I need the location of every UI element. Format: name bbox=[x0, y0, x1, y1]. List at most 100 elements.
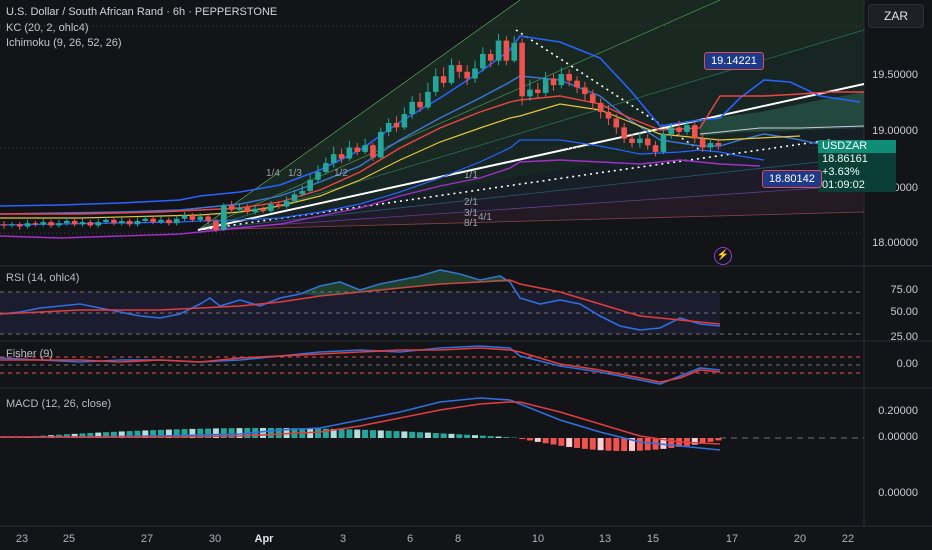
rsi-label[interactable]: RSI (14, ohlc4) bbox=[6, 272, 80, 284]
candle-body[interactable] bbox=[589, 94, 596, 103]
candle-body[interactable] bbox=[103, 219, 109, 223]
fisher-pane[interactable] bbox=[0, 345, 864, 385]
candle-body[interactable] bbox=[205, 216, 211, 221]
candle-body[interactable] bbox=[354, 147, 361, 152]
candle-body[interactable] bbox=[362, 145, 368, 152]
candle-body[interactable] bbox=[118, 220, 125, 224]
candle-body[interactable] bbox=[197, 216, 204, 220]
candle-body[interactable] bbox=[417, 101, 423, 108]
candle-body[interactable] bbox=[527, 89, 533, 97]
candle-body[interactable] bbox=[221, 205, 227, 230]
candle-body[interactable] bbox=[236, 207, 243, 210]
candle-body[interactable] bbox=[385, 122, 392, 132]
candle-body[interactable] bbox=[613, 118, 620, 128]
candle-body[interactable] bbox=[71, 220, 78, 225]
callout-upper[interactable]: 19.14221 bbox=[704, 52, 764, 70]
currency-button[interactable]: ZAR bbox=[868, 4, 924, 28]
candle-body[interactable] bbox=[472, 68, 478, 79]
candle-body[interactable] bbox=[150, 218, 156, 223]
candle-body[interactable] bbox=[684, 125, 690, 132]
candle-body[interactable] bbox=[440, 76, 447, 83]
trend-line-dotted-down[interactable] bbox=[515, 29, 701, 151]
candle-body[interactable] bbox=[24, 223, 31, 227]
candle-body[interactable] bbox=[228, 205, 235, 210]
candle-body[interactable] bbox=[409, 101, 415, 115]
candle-body[interactable] bbox=[621, 127, 627, 139]
candle-body[interactable] bbox=[283, 200, 290, 207]
candle-body[interactable] bbox=[566, 74, 572, 81]
candle-body[interactable] bbox=[574, 80, 580, 88]
gann-fan[interactable] bbox=[197, 0, 865, 231]
indicator-ichimoku-label[interactable]: Ichimoku (9, 26, 52, 26) bbox=[6, 37, 122, 49]
candle-body[interactable] bbox=[323, 163, 329, 172]
candle-body[interactable] bbox=[464, 71, 470, 79]
candle-body[interactable] bbox=[260, 208, 266, 211]
candle-body[interactable] bbox=[346, 147, 353, 159]
indicator-kc-label[interactable]: KC (20, 2, ohlc4) bbox=[6, 22, 89, 34]
candle-body[interactable] bbox=[535, 89, 541, 93]
candle-body[interactable] bbox=[32, 223, 39, 225]
candle-body[interactable] bbox=[79, 222, 86, 225]
candle-body[interactable] bbox=[668, 127, 675, 135]
candle-body[interactable] bbox=[558, 74, 565, 86]
lightning-icon[interactable]: ⚡ bbox=[714, 247, 732, 265]
candle-body[interactable] bbox=[126, 220, 133, 225]
macd-pane[interactable] bbox=[0, 397, 864, 451]
candles-group[interactable] bbox=[1, 33, 722, 233]
rsi-pane[interactable] bbox=[0, 269, 864, 335]
candle-body[interactable] bbox=[456, 65, 463, 72]
trend-line-dotted[interactable] bbox=[197, 139, 831, 231]
candle-body[interactable] bbox=[173, 218, 180, 224]
candle-body[interactable] bbox=[291, 194, 298, 201]
candle-body[interactable] bbox=[652, 145, 659, 152]
trend-line-white[interactable] bbox=[197, 83, 865, 231]
candle-body[interactable] bbox=[213, 220, 219, 230]
candle-body[interactable] bbox=[480, 53, 486, 69]
candle-body[interactable] bbox=[158, 219, 164, 223]
candle-body[interactable] bbox=[605, 111, 612, 119]
candle-body[interactable] bbox=[87, 222, 94, 226]
candle-body[interactable] bbox=[244, 207, 251, 213]
candle-body[interactable] bbox=[189, 215, 196, 220]
candle-body[interactable] bbox=[582, 87, 588, 95]
candle-body[interactable] bbox=[1, 224, 7, 226]
candle-body[interactable] bbox=[370, 145, 376, 158]
candle-body[interactable] bbox=[425, 91, 431, 108]
candle-body[interactable] bbox=[432, 76, 439, 92]
candle-body[interactable] bbox=[166, 219, 172, 224]
candle-body[interactable] bbox=[48, 222, 54, 226]
candle-body[interactable] bbox=[111, 219, 117, 224]
candle-body[interactable] bbox=[519, 42, 525, 97]
candle-body[interactable] bbox=[629, 138, 635, 144]
candle-body[interactable] bbox=[181, 215, 188, 219]
candle-body[interactable] bbox=[597, 102, 604, 112]
candle-body[interactable] bbox=[307, 179, 313, 191]
candle-body[interactable] bbox=[487, 53, 494, 61]
candle-body[interactable] bbox=[330, 154, 337, 164]
candle-body[interactable] bbox=[393, 122, 400, 128]
candle-body[interactable] bbox=[542, 78, 549, 93]
candle-body[interactable] bbox=[448, 65, 455, 83]
candle-body[interactable] bbox=[378, 131, 384, 158]
candle-body[interactable] bbox=[495, 40, 502, 61]
candle-body[interactable] bbox=[692, 125, 698, 139]
candle-body[interactable] bbox=[252, 208, 258, 213]
candle-body[interactable] bbox=[64, 220, 70, 224]
candle-body[interactable] bbox=[142, 218, 149, 221]
candle-body[interactable] bbox=[56, 223, 62, 226]
candle-body[interactable] bbox=[644, 138, 651, 146]
candle-body[interactable] bbox=[134, 220, 141, 225]
candle-body[interactable] bbox=[401, 114, 408, 128]
candle-body[interactable] bbox=[40, 222, 47, 225]
candle-body[interactable] bbox=[637, 138, 643, 144]
candle-body[interactable] bbox=[511, 42, 518, 61]
candle-body[interactable] bbox=[503, 40, 510, 61]
candle-body[interactable] bbox=[707, 143, 714, 148]
macd-label[interactable]: MACD (12, 26, close) bbox=[6, 398, 112, 410]
candle-body[interactable] bbox=[550, 78, 557, 86]
candle-body[interactable] bbox=[699, 138, 706, 148]
candle-body[interactable] bbox=[660, 134, 667, 152]
candle-body[interactable] bbox=[315, 171, 321, 180]
candle-body[interactable] bbox=[299, 190, 306, 195]
